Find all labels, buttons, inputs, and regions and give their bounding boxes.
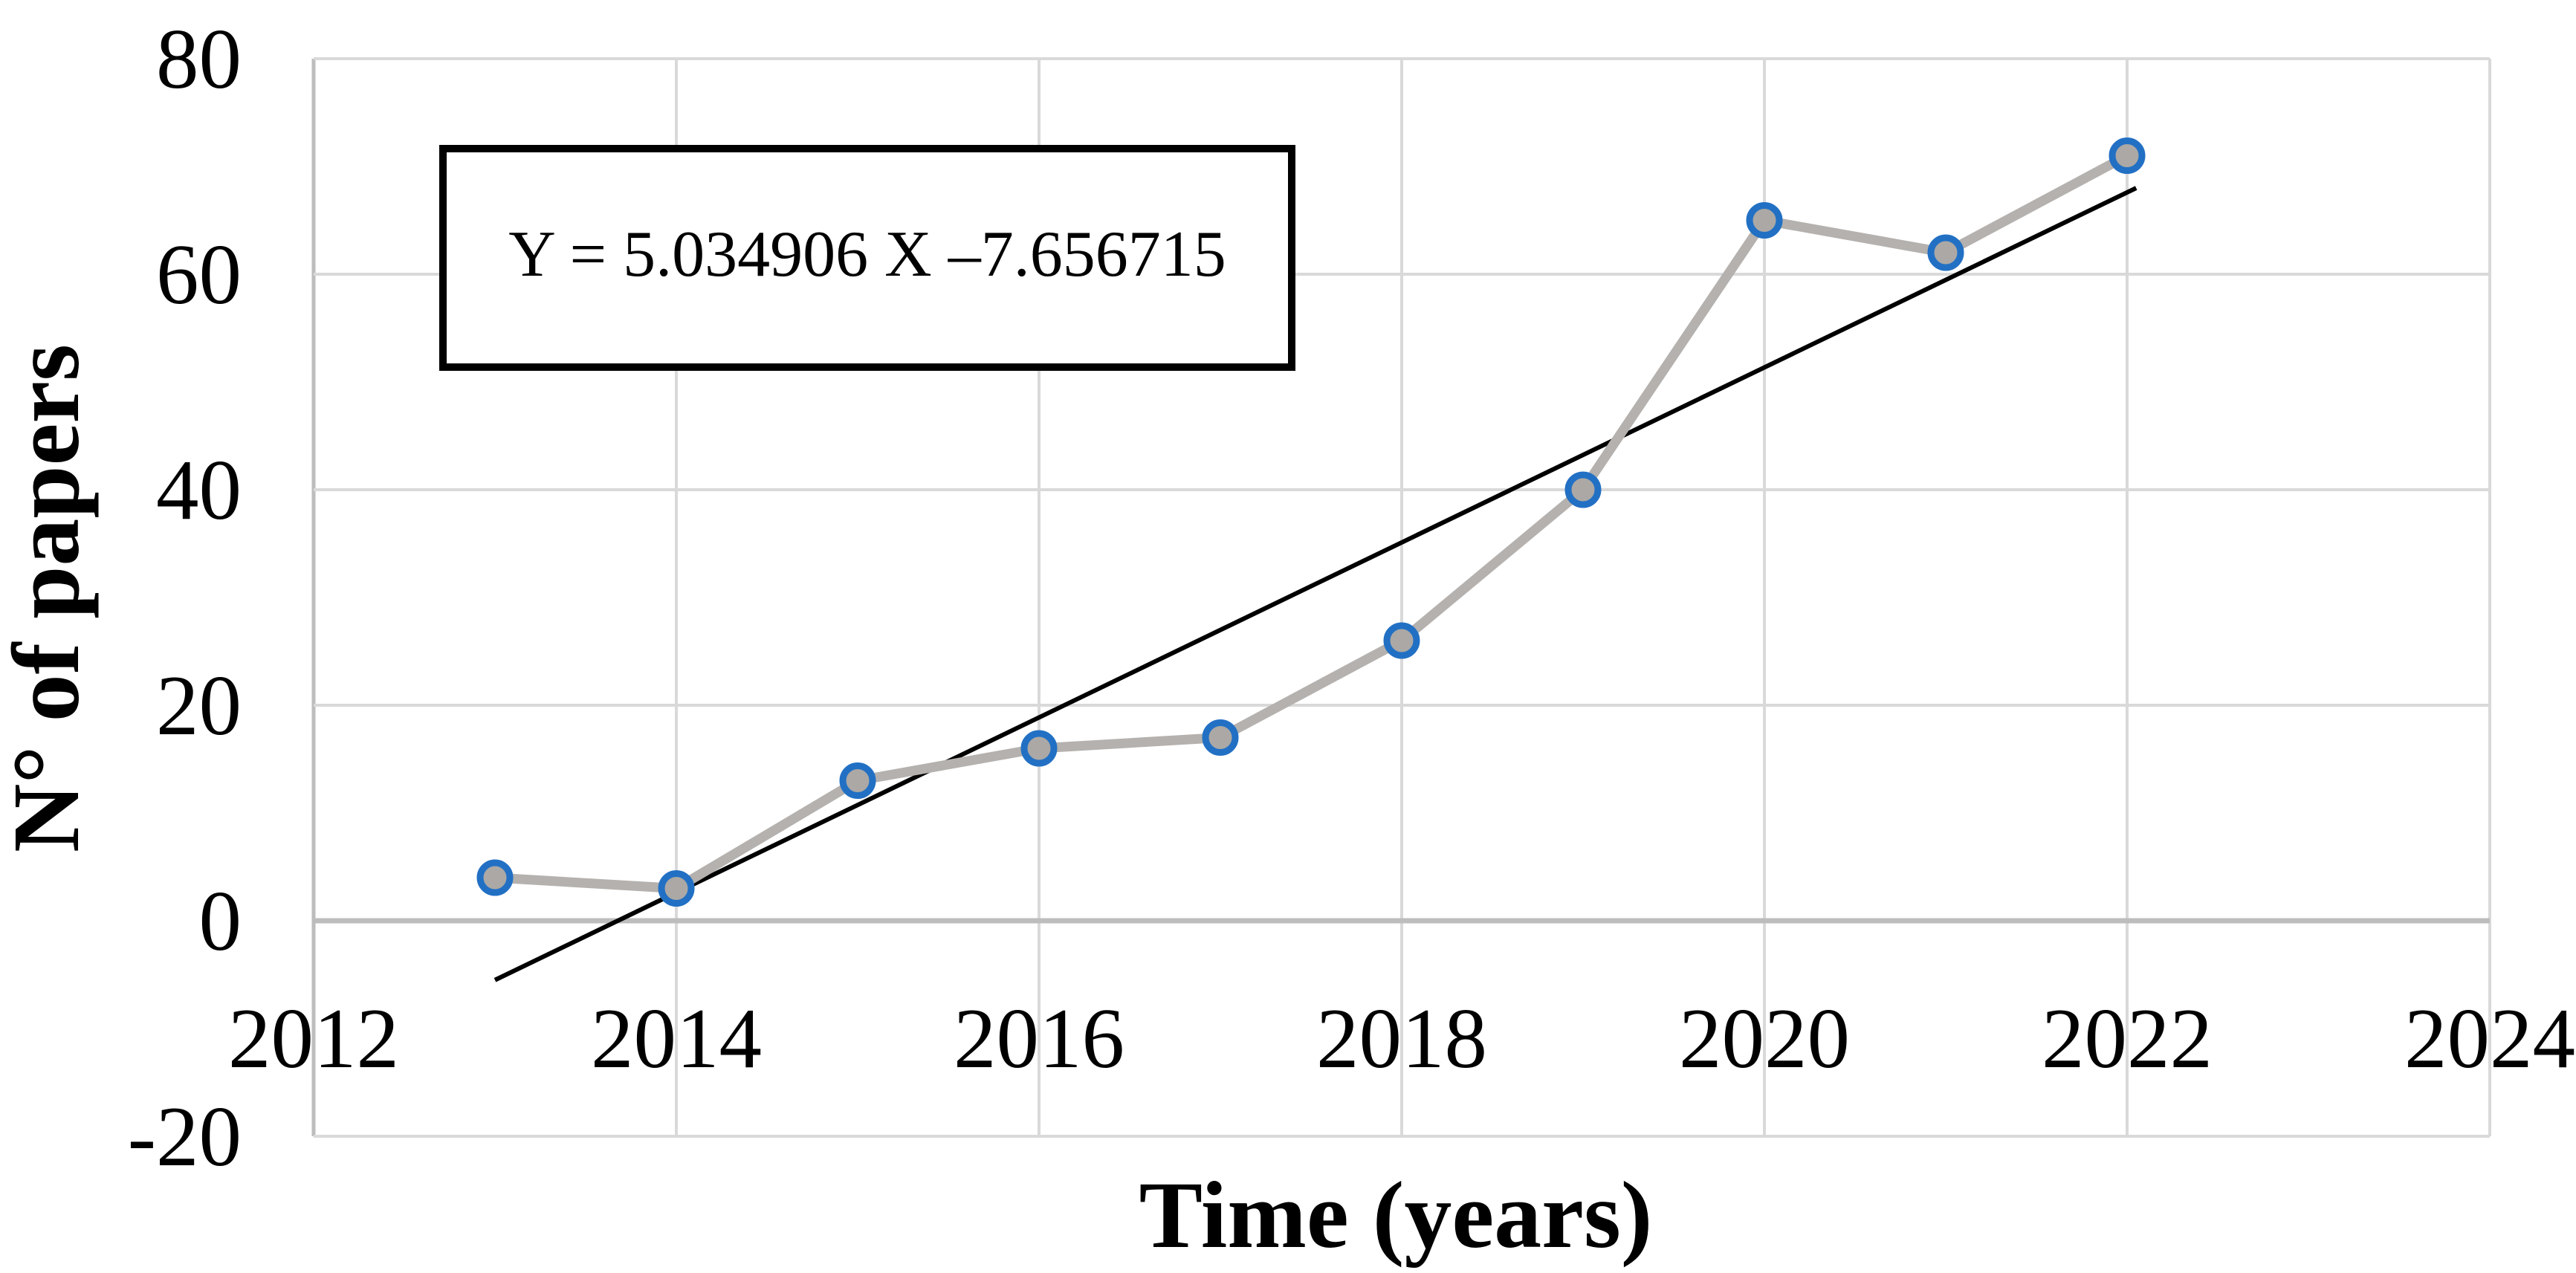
y-tick-label: 60 — [156, 227, 242, 322]
y-tick-label: 40 — [156, 443, 242, 537]
data-point-marker — [2109, 137, 2146, 174]
y-tick-label: 20 — [156, 658, 242, 753]
y-axis-title: N° of papers — [0, 344, 99, 852]
x-tick-label: 2022 — [2042, 991, 2213, 1086]
y-tick-labels: -20 0 20 40 60 80 — [128, 12, 242, 1184]
x-tick-label: 2018 — [1316, 991, 1487, 1086]
series-line — [490, 151, 2132, 893]
equation-box — [439, 145, 1295, 371]
data-point-marker — [1746, 202, 1783, 239]
data-point-marker — [1383, 622, 1420, 659]
x-axis-title: Time (years) — [1139, 1162, 1653, 1268]
data-point-marker — [1202, 719, 1239, 756]
data-point-marker — [839, 762, 876, 799]
equation-label: Y = 5.034906 X –7.656715 — [508, 218, 1226, 291]
x-tick-label: 2012 — [228, 991, 399, 1086]
x-tick-label: 2024 — [2404, 991, 2575, 1086]
data-point-marker — [658, 870, 695, 907]
equation-annotation: Y = 5.034906 X –7.656715 — [439, 145, 1295, 371]
data-point-marker — [476, 859, 514, 896]
y-tick-label: 80 — [156, 12, 242, 106]
x-tick-label: 2016 — [954, 991, 1124, 1086]
data-point-marker — [1564, 471, 1602, 508]
x-tick-label: 2014 — [591, 991, 762, 1086]
x-tick-label: 2020 — [1679, 991, 1850, 1086]
x-tick-labels: 2012 2014 2016 2018 2020 2022 2024 — [228, 991, 2575, 1086]
data-point-marker — [1020, 730, 1058, 767]
y-tick-label: 0 — [199, 874, 242, 968]
y-tick-label: -20 — [128, 1089, 242, 1184]
data-series-group — [476, 137, 2146, 907]
trend-line-group — [493, 186, 2138, 982]
data-point-marker — [1927, 234, 1964, 271]
trend-line — [493, 186, 2138, 982]
